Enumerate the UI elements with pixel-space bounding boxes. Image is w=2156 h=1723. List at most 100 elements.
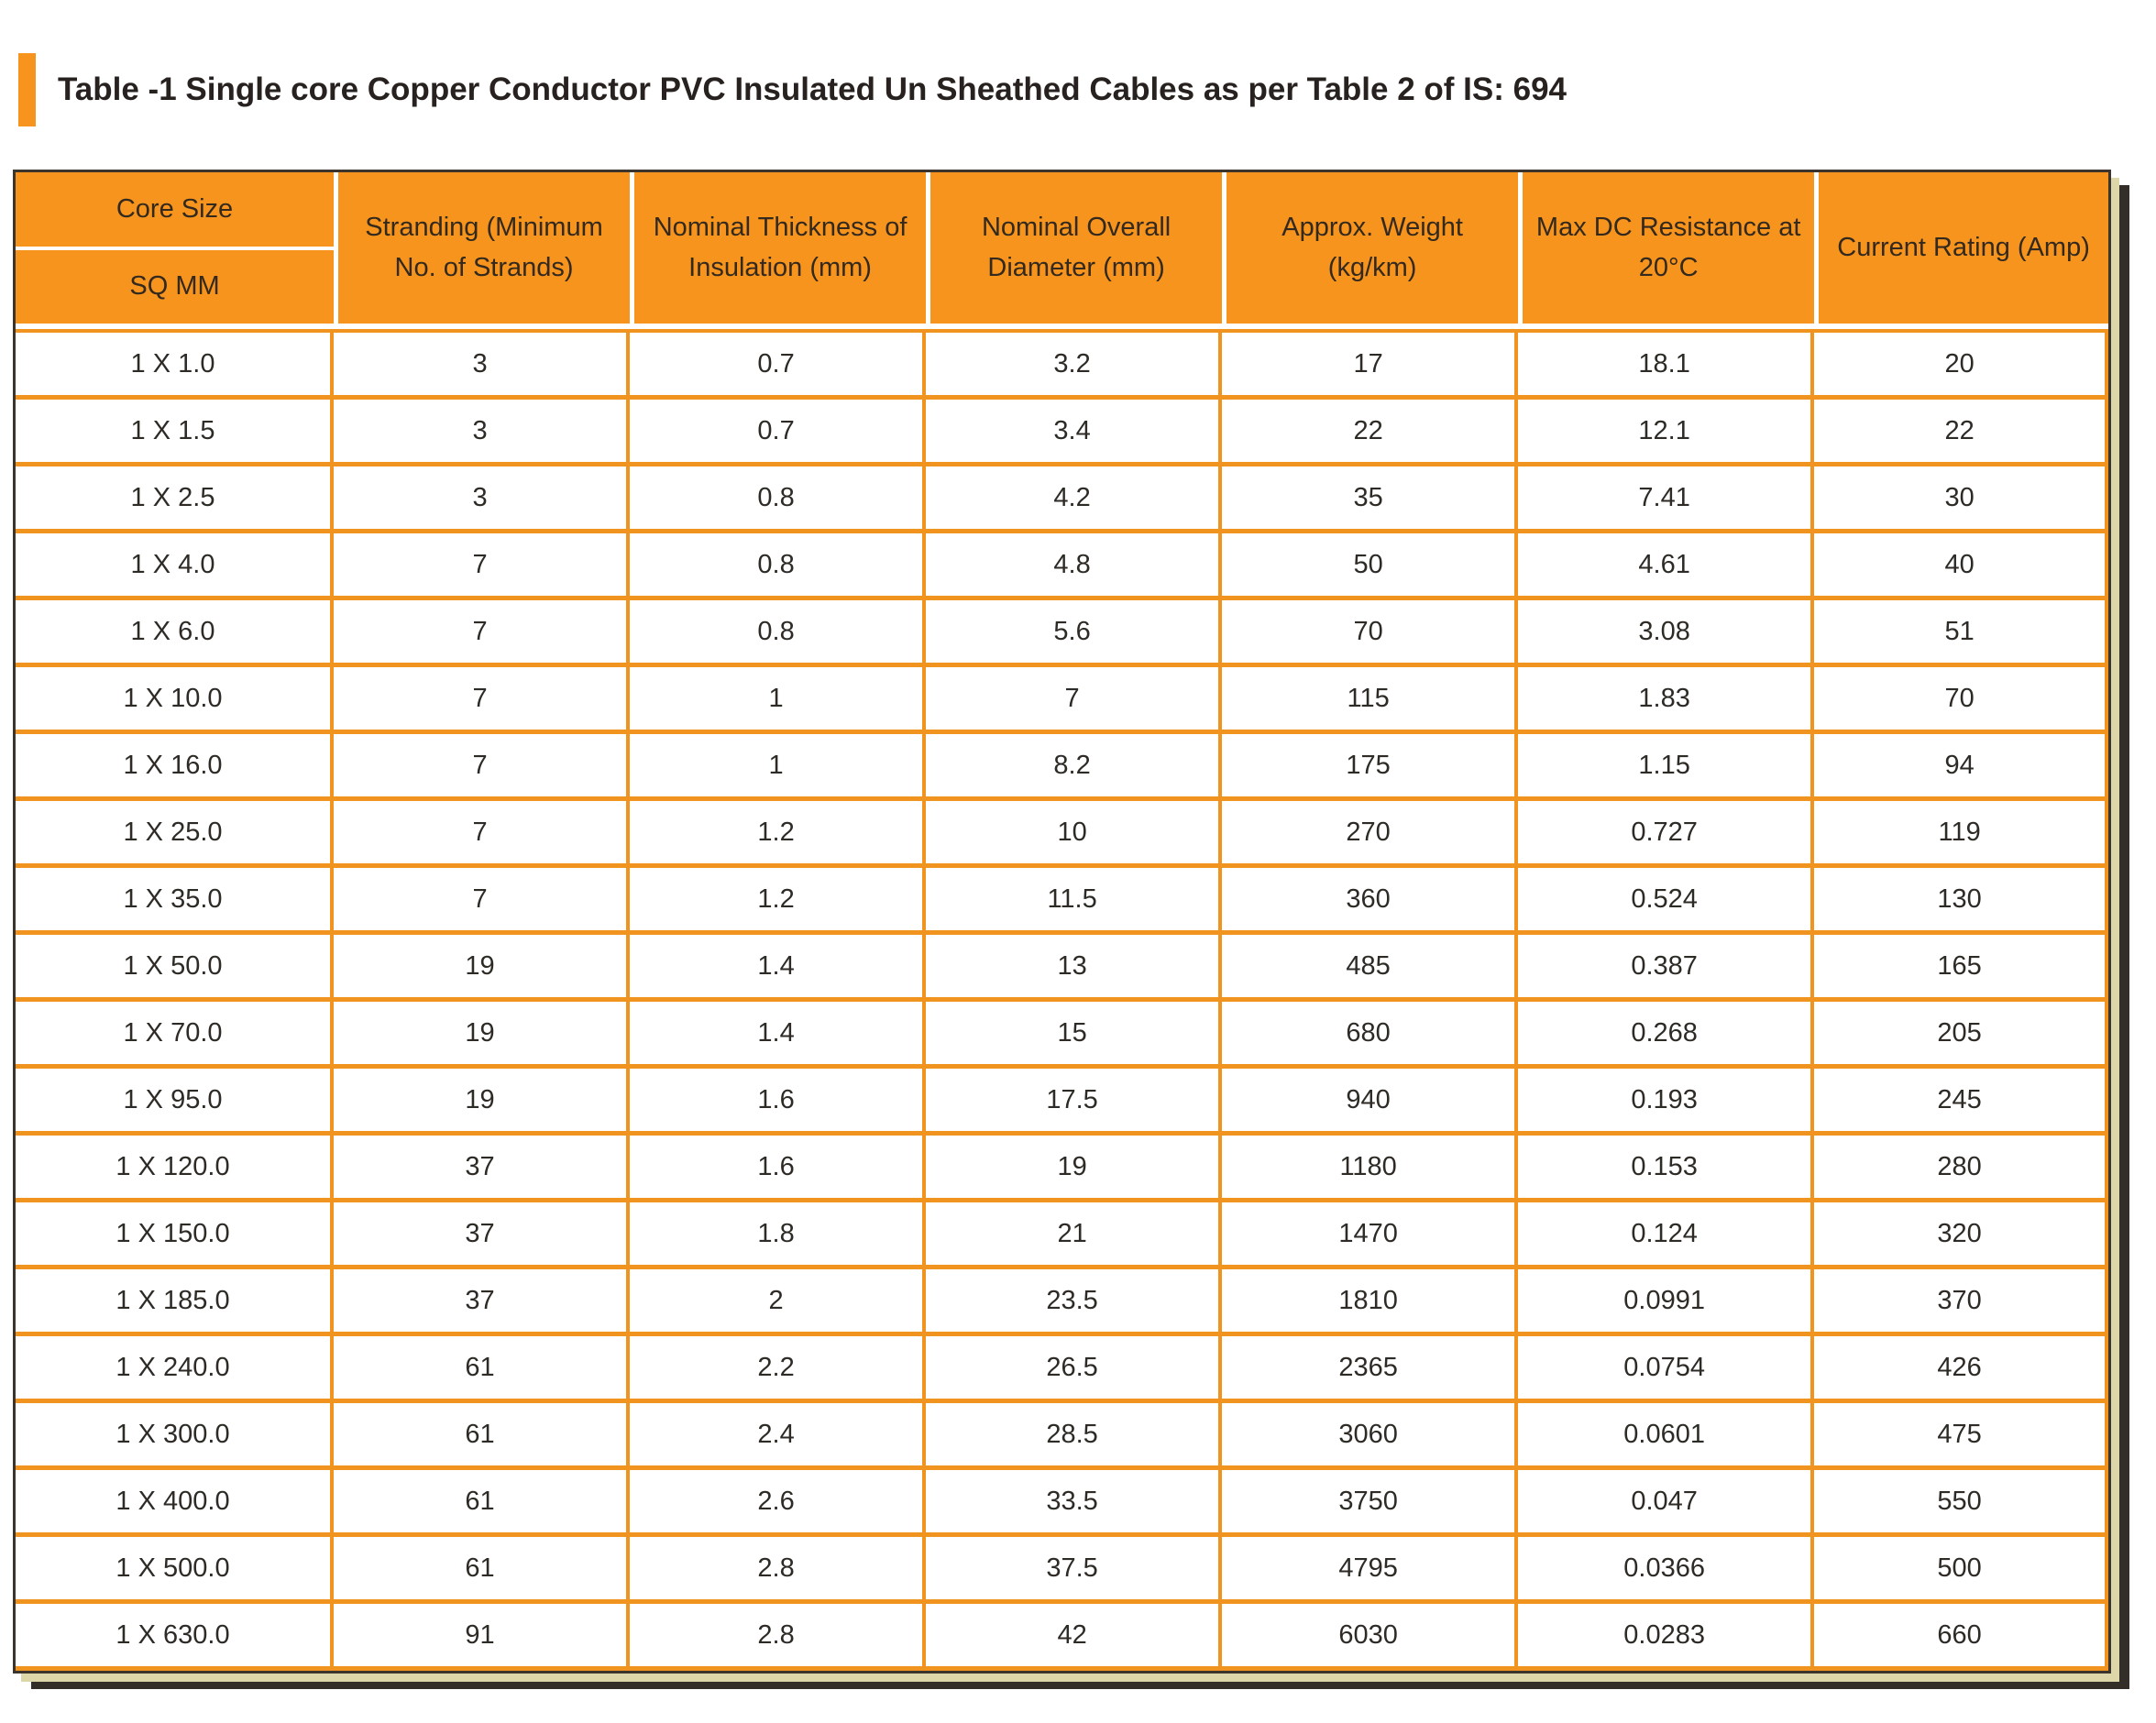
table-cell: 280 [1814,1136,2108,1202]
table-cell: 17.5 [926,1069,1223,1136]
table-cell: 1 X 70.0 [16,1002,335,1069]
table-cell: 2.8 [630,1537,927,1604]
table-cell: 7 [334,600,631,667]
table-cell: 12.1 [1518,400,1815,466]
table-cell: 130 [1814,868,2108,935]
table-cell: 270 [1222,801,1519,868]
table-cell: 0.0283 [1518,1604,1815,1671]
table-cell: 1 X 1.0 [16,329,335,400]
table-cell: 0.8 [630,600,927,667]
header-approx-weight: Approx. Weight (kg/km) [1222,172,1519,329]
table-cell: 0.7 [630,400,927,466]
table-cell: 42 [926,1604,1223,1671]
table-cell: 0.193 [1518,1069,1815,1136]
header-dc-resistance: Max DC Resistance at 20°C [1518,172,1815,329]
table-cell: 37 [334,1202,631,1269]
cable-table-container: Core Size SQ MM Stranding (Minimum No. o… [13,170,2111,1674]
table-row: 1 X 1.5 3 0.7 3.4 22 12.1 22 [16,400,2108,466]
table-cell: 2.8 [630,1604,927,1671]
table-row: 1 X 400.0 61 2.6 33.5 3750 0.047 550 [16,1470,2108,1537]
table-cell: 1 X 120.0 [16,1136,335,1202]
table-row: 1 X 300.0 61 2.4 28.5 3060 0.0601 475 [16,1403,2108,1470]
table-cell: 1 X 25.0 [16,801,335,868]
table-cell: 1 X 185.0 [16,1269,335,1336]
table-cell: 1810 [1222,1269,1519,1336]
table-cell: 1 [630,734,927,801]
table-cell: 2.2 [630,1336,927,1403]
table-cell: 0.268 [1518,1002,1815,1069]
table-cell: 0.0754 [1518,1336,1815,1403]
table-cell: 1 [630,667,927,734]
table-cell: 6030 [1222,1604,1519,1671]
page-title: Table -1 Single core Copper Conductor PV… [58,71,1568,107]
table-cell: 4.8 [926,533,1223,600]
table-cell: 475 [1814,1403,2108,1470]
table-cell: 7 [334,533,631,600]
table-cell: 370 [1814,1269,2108,1336]
table-cell: 7 [334,801,631,868]
table-cell: 0.8 [630,533,927,600]
table-row: 1 X 35.0 7 1.2 11.5 360 0.524 130 [16,868,2108,935]
table-cell: 1 X 150.0 [16,1202,335,1269]
table-cell: 37 [334,1269,631,1336]
table-cell: 360 [1222,868,1519,935]
table-cell: 0.727 [1518,801,1815,868]
table-cell: 35 [1222,466,1519,533]
table-cell: 175 [1222,734,1519,801]
table-cell: 1.2 [630,801,927,868]
table-row: 1 X 10.0 7 1 7 115 1.83 70 [16,667,2108,734]
table-cell: 550 [1814,1470,2108,1537]
table-cell: 94 [1814,734,2108,801]
table-row: 1 X 240.0 61 2.2 26.5 2365 0.0754 426 [16,1336,2108,1403]
table-cell: 1 X 500.0 [16,1537,335,1604]
table-row: 1 X 4.0 7 0.8 4.8 50 4.61 40 [16,533,2108,600]
table-row: 1 X 16.0 7 1 8.2 175 1.15 94 [16,734,2108,801]
table-cell: 28.5 [926,1403,1223,1470]
table-cell: 2365 [1222,1336,1519,1403]
table-cell: 3.2 [926,329,1223,400]
table-cell: 1 X 300.0 [16,1403,335,1470]
table-row: 1 X 185.0 37 2 23.5 1810 0.0991 370 [16,1269,2108,1336]
table-cell: 2 [630,1269,927,1336]
table-cell: 1 X 95.0 [16,1069,335,1136]
table-cell: 0.387 [1518,935,1815,1002]
table-cell: 22 [1222,400,1519,466]
table-cell: 1.83 [1518,667,1815,734]
table-cell: 17 [1222,329,1519,400]
table-cell: 1 X 6.0 [16,600,335,667]
table-cell: 0.7 [630,329,927,400]
table-row: 1 X 2.5 3 0.8 4.2 35 7.41 30 [16,466,2108,533]
table-cell: 19 [334,1002,631,1069]
table-cell: 1 X 10.0 [16,667,335,734]
table-cell: 660 [1814,1604,2108,1671]
table-cell: 680 [1222,1002,1519,1069]
table-cell: 61 [334,1403,631,1470]
title-block: Table -1 Single core Copper Conductor PV… [18,53,2156,126]
table-cell: 91 [334,1604,631,1671]
header-core-size: Core Size SQ MM [16,172,335,329]
table-cell: 20 [1814,329,2108,400]
table-cell: 3.08 [1518,600,1815,667]
table-cell: 4795 [1222,1537,1519,1604]
table-cell: 2.6 [630,1470,927,1537]
table-row: 1 X 150.0 37 1.8 21 1470 0.124 320 [16,1202,2108,1269]
table-cell: 7.41 [1518,466,1815,533]
table-cell: 1 X 2.5 [16,466,335,533]
table-cell: 51 [1814,600,2108,667]
title-accent-bar [18,53,36,126]
table-cell: 7 [334,734,631,801]
table-cell: 0.124 [1518,1202,1815,1269]
table-cell: 15 [926,1002,1223,1069]
table-cell: 1 X 16.0 [16,734,335,801]
table-cell: 0.0991 [1518,1269,1815,1336]
table-cell: 61 [334,1336,631,1403]
header-core-size-label: Core Size [16,172,335,250]
table-cell: 30 [1814,466,2108,533]
table-cell: 2.4 [630,1403,927,1470]
table-cell: 1 X 50.0 [16,935,335,1002]
table-cell: 3750 [1222,1470,1519,1537]
header-insulation-thickness: Nominal Thickness of Insulation (mm) [630,172,927,329]
table-cell: 245 [1814,1069,2108,1136]
table-cell: 3 [334,329,631,400]
table-cell: 22 [1814,400,2108,466]
